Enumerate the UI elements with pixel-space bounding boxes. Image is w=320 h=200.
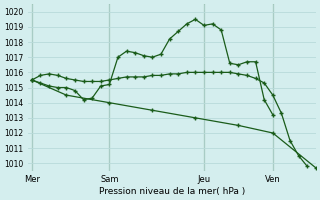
X-axis label: Pression niveau de la mer( hPa ): Pression niveau de la mer( hPa ) (99, 187, 245, 196)
